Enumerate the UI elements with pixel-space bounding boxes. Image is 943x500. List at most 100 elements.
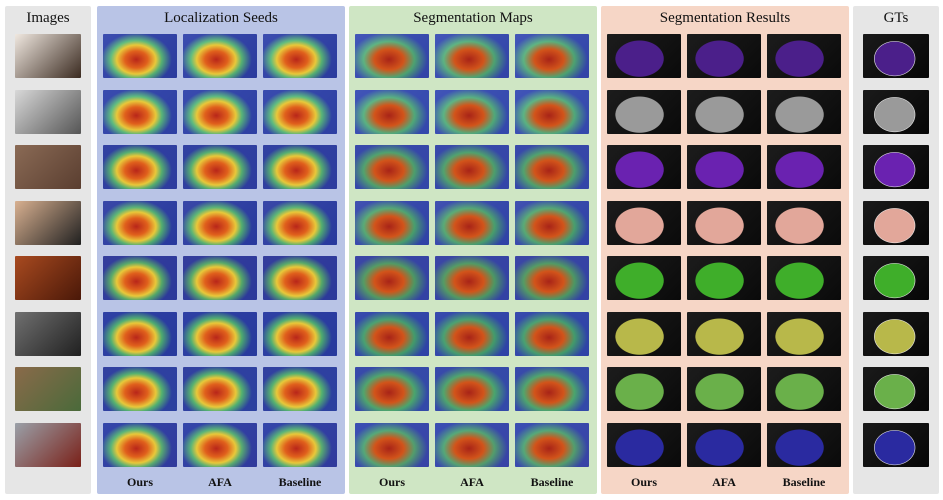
images-header: Images — [26, 10, 70, 26]
segmentation-map-ours-car — [355, 90, 429, 134]
method-label-afa: AFA — [712, 475, 736, 489]
ground-truth-sheep — [863, 312, 929, 356]
segmentation-result-afa-cows — [687, 367, 761, 411]
localization-seed-afa-cows — [183, 367, 257, 411]
segmentation-map-afa-baby — [435, 201, 509, 245]
input-image-sofa — [15, 256, 81, 300]
segmentation-results-panel: Segmentation Results Ours AFA Baseline — [601, 6, 849, 494]
segmentation-map-ours-baby — [355, 201, 429, 245]
method-label-ours: Ours — [126, 475, 153, 489]
segmentation-map-ours-cat — [355, 145, 429, 189]
localization-seed-baseline-car — [263, 90, 337, 134]
segmentation-result-ours-sofa — [607, 256, 681, 300]
localization-seed-baseline-sofa — [263, 256, 337, 300]
segmentation-map-baseline-cat — [515, 145, 589, 189]
segmentation-result-baseline-sofa — [767, 256, 841, 300]
method-label-baseline: Baseline — [278, 475, 322, 489]
localization-seed-baseline-baby — [263, 201, 337, 245]
localization-seed-ours-cows — [103, 367, 177, 411]
localization-seed-ours-cat — [103, 145, 177, 189]
localization-seed-afa-boat — [183, 423, 257, 467]
gts-panel: GTs — [853, 6, 939, 494]
method-label-afa: AFA — [460, 475, 484, 489]
method-label-baseline: Baseline — [782, 475, 826, 489]
segmentation-result-baseline-sheep — [767, 312, 841, 356]
localization-seed-ours-sofa — [103, 256, 177, 300]
ground-truth-cat — [863, 145, 929, 189]
segmentation-result-afa-baby — [687, 201, 761, 245]
images-panel: Images — [5, 6, 91, 494]
localization-seeds-header: Localization Seeds — [164, 10, 278, 26]
segmentation-map-baseline-car — [515, 90, 589, 134]
segmentation-result-afa-car — [687, 90, 761, 134]
method-label-baseline: Baseline — [530, 475, 574, 489]
localization-seed-afa-dogs — [183, 34, 257, 78]
segmentation-result-afa-sofa — [687, 256, 761, 300]
input-image-dogs — [15, 34, 81, 78]
input-image-cat — [15, 145, 81, 189]
segmentation-results-header: Segmentation Results — [659, 10, 791, 26]
localization-seed-ours-sheep — [103, 312, 177, 356]
localization-seed-baseline-cows — [263, 367, 337, 411]
localization-seed-afa-cat — [183, 145, 257, 189]
input-image-baby — [15, 201, 81, 245]
localization-seed-baseline-dogs — [263, 34, 337, 78]
ground-truth-car — [863, 90, 929, 134]
segmentation-result-ours-sheep — [607, 312, 681, 356]
ground-truth-sofa — [863, 256, 929, 300]
segmentation-result-baseline-cat — [767, 145, 841, 189]
ground-truth-boat — [863, 423, 929, 467]
localization-seed-baseline-boat — [263, 423, 337, 467]
localization-seed-ours-car — [103, 90, 177, 134]
segmentation-maps-header: Segmentation Maps — [413, 10, 533, 26]
segmentation-map-baseline-boat — [515, 423, 589, 467]
localization-seed-afa-sofa — [183, 256, 257, 300]
segmentation-map-baseline-sofa — [515, 256, 589, 300]
input-image-cows — [15, 367, 81, 411]
method-label-ours: Ours — [630, 475, 657, 489]
localization-seed-afa-car — [183, 90, 257, 134]
segmentation-result-baseline-baby — [767, 201, 841, 245]
segmentation-maps-footer: Ours AFA Baseline — [349, 475, 597, 491]
segmentation-map-ours-boat — [355, 423, 429, 467]
segmentation-result-ours-cows — [607, 367, 681, 411]
ground-truth-cows — [863, 367, 929, 411]
segmentation-result-ours-boat — [607, 423, 681, 467]
segmentation-map-afa-cat — [435, 145, 509, 189]
gts-header: GTs — [883, 10, 909, 26]
segmentation-map-baseline-baby — [515, 201, 589, 245]
segmentation-result-ours-cat — [607, 145, 681, 189]
segmentation-map-afa-sheep — [435, 312, 509, 356]
method-label-afa: AFA — [208, 475, 232, 489]
segmentation-map-baseline-dogs — [515, 34, 589, 78]
segmentation-map-afa-sofa — [435, 256, 509, 300]
localization-seed-baseline-cat — [263, 145, 337, 189]
segmentation-map-ours-cows — [355, 367, 429, 411]
localization-seed-ours-boat — [103, 423, 177, 467]
localization-seed-afa-sheep — [183, 312, 257, 356]
segmentation-result-afa-sheep — [687, 312, 761, 356]
segmentation-map-ours-sheep — [355, 312, 429, 356]
localization-seed-baseline-sheep — [263, 312, 337, 356]
segmentation-result-afa-dogs — [687, 34, 761, 78]
segmentation-result-afa-cat — [687, 145, 761, 189]
segmentation-result-baseline-boat — [767, 423, 841, 467]
ground-truth-baby — [863, 201, 929, 245]
segmentation-result-ours-dogs — [607, 34, 681, 78]
input-image-car — [15, 90, 81, 134]
segmentation-map-baseline-sheep — [515, 312, 589, 356]
segmentation-maps-panel: Segmentation Maps Ours AFA Baseline — [349, 6, 597, 494]
segmentation-result-afa-boat — [687, 423, 761, 467]
segmentation-result-ours-baby — [607, 201, 681, 245]
segmentation-result-baseline-car — [767, 90, 841, 134]
segmentation-map-ours-dogs — [355, 34, 429, 78]
segmentation-result-baseline-dogs — [767, 34, 841, 78]
method-label-ours: Ours — [378, 475, 405, 489]
ground-truth-dogs — [863, 34, 929, 78]
input-image-boat — [15, 423, 81, 467]
segmentation-result-baseline-cows — [767, 367, 841, 411]
segmentation-map-afa-boat — [435, 423, 509, 467]
input-image-sheep — [15, 312, 81, 356]
segmentation-result-ours-car — [607, 90, 681, 134]
segmentation-map-afa-dogs — [435, 34, 509, 78]
